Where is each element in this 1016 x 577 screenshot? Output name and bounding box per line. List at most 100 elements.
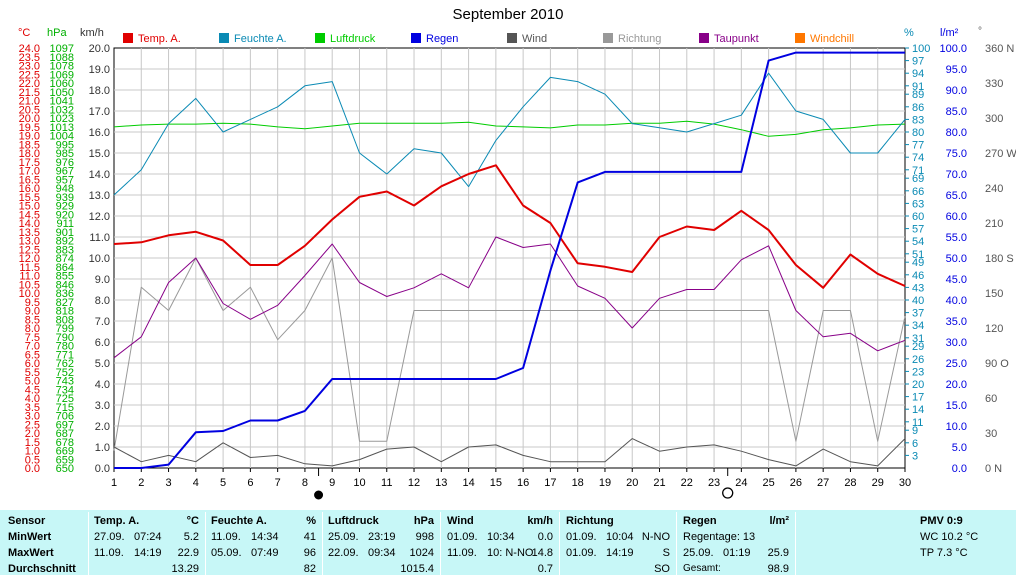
temp-tick-label: 0.5: [25, 454, 40, 466]
humidity-tick-label: 97: [912, 56, 924, 68]
legend-swatch: [699, 33, 709, 43]
rain-max-date: 25.09.: [683, 547, 714, 559]
direction-tick-label: 180 S: [985, 253, 1014, 265]
temp-max-time: 14:19: [134, 547, 162, 559]
pressure-tick-label: 1069: [50, 69, 74, 81]
wind-tick-label: 18.0: [89, 85, 110, 97]
series-lines: [113, 51, 906, 469]
pressure-tick-label: 1088: [50, 52, 74, 64]
pressure-tick-label: 659: [56, 454, 74, 466]
humidity-tick-label: 89: [912, 89, 924, 101]
humidity-unit: %: [306, 515, 316, 527]
dewpoint-value: TP 7.3 °C: [920, 547, 968, 559]
humidity-unit-label: %: [904, 27, 914, 39]
direction-tick-label: 0 N: [985, 463, 1002, 475]
humidity-tick-label: 17: [912, 392, 924, 404]
temp-max: 22.9: [177, 547, 199, 559]
pressure-avg: 1015.4: [400, 563, 434, 575]
temp-tick-label: 21.0: [19, 96, 40, 108]
temp-tick-label: 19.0: [19, 131, 40, 143]
temp-tick-label: 23.5: [19, 52, 40, 64]
humidity-tick-label: 43: [912, 282, 924, 294]
weather-chart: 1 2 3 4 5 6 7 8 9 10 11 12 13 14 15 16 17 18 19 20 21 22 23 24 2…: [18, 26, 1016, 500]
pressure-tick-label: 1078: [50, 61, 74, 73]
series-line-temp-a: [113, 164, 906, 289]
temp-tick-label: 6.0: [25, 358, 40, 370]
temp-tick-label: 20.0: [19, 113, 40, 125]
direction-header: Richtung: [566, 515, 614, 527]
sensor-header: Sensor: [8, 515, 46, 527]
humidity-min-time: 14:34: [251, 531, 279, 543]
pressure-tick-label: 762: [56, 358, 74, 370]
x-tick-label: 28: [844, 477, 856, 489]
series-line-feuchte-a: [113, 72, 906, 196]
pressure-tick-label: 892: [56, 236, 74, 248]
wind-tick-label: 12.0: [89, 211, 110, 223]
x-tick-label: 12: [408, 477, 420, 489]
x-tick-label: 4: [193, 477, 199, 489]
wind-tick-label: 3.0: [95, 400, 110, 412]
rain-total: 98.9: [767, 563, 789, 575]
x-tick-label: 14: [462, 477, 474, 489]
direction-block: Richtung 01.09. 10:04 N-NO 01.09. 14:19 S SO: [560, 510, 676, 575]
rain-tick-label: 75.0: [946, 148, 967, 160]
series-line-richtung: [113, 257, 906, 451]
pressure-min-date: 25.09.: [328, 531, 359, 543]
direction-avg: SO: [654, 563, 670, 575]
chart-title: September 2010: [452, 6, 564, 23]
pressure-tick-label: 1060: [50, 78, 74, 90]
temp-tick-label: 5.0: [25, 376, 40, 388]
pressure-tick-label: 874: [56, 253, 74, 265]
pressure-tick-label: 836: [56, 288, 74, 300]
humidity-max-date: 05.09.: [211, 547, 242, 559]
humidity-tick-label: 11: [912, 417, 923, 429]
temp-tick-label: 1.5: [25, 437, 40, 449]
humidity-min: 41: [303, 531, 316, 543]
wind-tick-label: 11.0: [89, 232, 110, 244]
pressure-tick-label: 967: [56, 166, 74, 178]
legend-label: Richtung: [618, 33, 661, 45]
pressure-tick-label: 957: [56, 174, 74, 186]
rain-tick-label: 65.0: [946, 190, 967, 202]
pressure-tick-label: 790: [56, 332, 74, 344]
legend-swatch: [315, 33, 325, 43]
humidity-tick-label: 91: [912, 81, 924, 93]
rain-tick-label: 55.0: [946, 232, 967, 244]
legend-swatch: [411, 33, 421, 43]
grid: [113, 47, 906, 469]
temp-tick-label: 18.5: [19, 139, 40, 151]
wind-header: Wind: [447, 515, 474, 527]
direction-tick-label: 270 W: [985, 148, 1016, 160]
pressure-unit: hPa: [413, 515, 434, 527]
wind-tick-label: 15.0: [89, 148, 110, 160]
pressure-tick-label: 1013: [50, 122, 74, 134]
x-tick-label: 20: [626, 477, 638, 489]
temp-tick-label: 18.0: [19, 148, 40, 160]
rain-max-time: 01:19: [723, 547, 751, 559]
x-tick-label: 19: [599, 477, 611, 489]
rain-tick-label: 95.0: [946, 64, 967, 76]
temp-tick-label: 7.5: [25, 332, 40, 344]
pmv-header: PMV 0:9: [920, 515, 963, 527]
temp-tick-label: 12.0: [19, 253, 40, 265]
temp-tick-label: 22.5: [19, 69, 40, 81]
temp-tick-label: 1.0: [25, 446, 40, 458]
pressure-block: Luftdruck hPa 25.09. 23:19 998 22.09. 09:34 1…: [323, 510, 440, 575]
x-tick-label: 2: [138, 477, 144, 489]
temp-tick-label: 4.0: [25, 393, 40, 405]
humidity-tick-label: 31: [912, 333, 924, 345]
humidity-tick-label: 6: [912, 438, 918, 450]
x-tick-label: 18: [572, 477, 584, 489]
rain-tick-label: 15.0: [946, 400, 967, 412]
legend-swatch: [603, 33, 613, 43]
direction-min: N-NO: [641, 531, 670, 543]
humidity-tick-label: 3: [912, 450, 918, 462]
humidity-tick-label: 34: [912, 320, 924, 332]
temp-tick-label: 20.5: [19, 104, 40, 116]
x-tick-label: 3: [165, 477, 171, 489]
wind-min-date: 01.09.: [447, 531, 478, 543]
pressure-tick-label: 697: [56, 419, 74, 431]
temp-tick-label: 6.5: [25, 349, 40, 361]
minwert-label: MinWert: [8, 531, 52, 543]
temp-tick-label: 17.0: [19, 166, 40, 178]
